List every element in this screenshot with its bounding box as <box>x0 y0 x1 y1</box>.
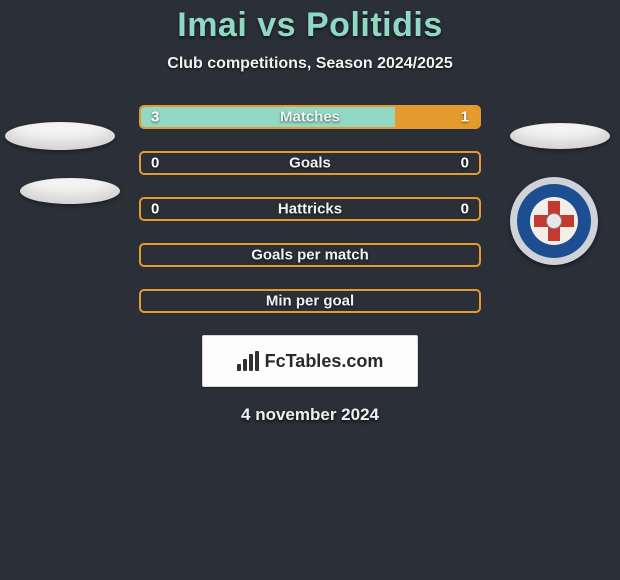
stat-value-left: 3 <box>151 109 159 126</box>
player2-club-badge <box>510 177 598 265</box>
player1-flag-placeholder <box>5 122 115 150</box>
stat-value-right: 0 <box>461 201 469 218</box>
bar-left-fill <box>141 107 395 127</box>
player2-flag-placeholder <box>510 123 610 149</box>
page-subtitle: Club competitions, Season 2024/2025 <box>0 55 620 73</box>
attribution-banner: FcTables.com <box>202 335 418 387</box>
stat-label: Hattricks <box>278 201 342 218</box>
snapshot-date: 4 november 2024 <box>0 405 620 425</box>
stat-row: 3 1 Matches <box>139 105 481 129</box>
stat-value-left: 0 <box>151 155 159 172</box>
stat-value-right: 0 <box>461 155 469 172</box>
stat-label: Goals <box>289 155 331 172</box>
page-title: Imai vs Politidis <box>0 6 620 45</box>
stat-row: 0 0 Goals <box>139 151 481 175</box>
attribution-text: FcTables.com <box>265 351 384 372</box>
comparison-card: Imai vs Politidis Club competitions, Sea… <box>0 0 620 580</box>
player1-club-placeholder <box>20 178 120 204</box>
stat-label: Matches <box>280 109 340 126</box>
stat-row: 0 0 Hattricks <box>139 197 481 221</box>
stat-row: Min per goal <box>139 289 481 313</box>
stat-label: Goals per match <box>251 247 369 264</box>
stat-value-right: 1 <box>461 109 469 126</box>
stat-row: Goals per match <box>139 243 481 267</box>
bar-chart-icon <box>237 351 259 371</box>
stat-label: Min per goal <box>266 293 354 310</box>
stat-value-left: 0 <box>151 201 159 218</box>
